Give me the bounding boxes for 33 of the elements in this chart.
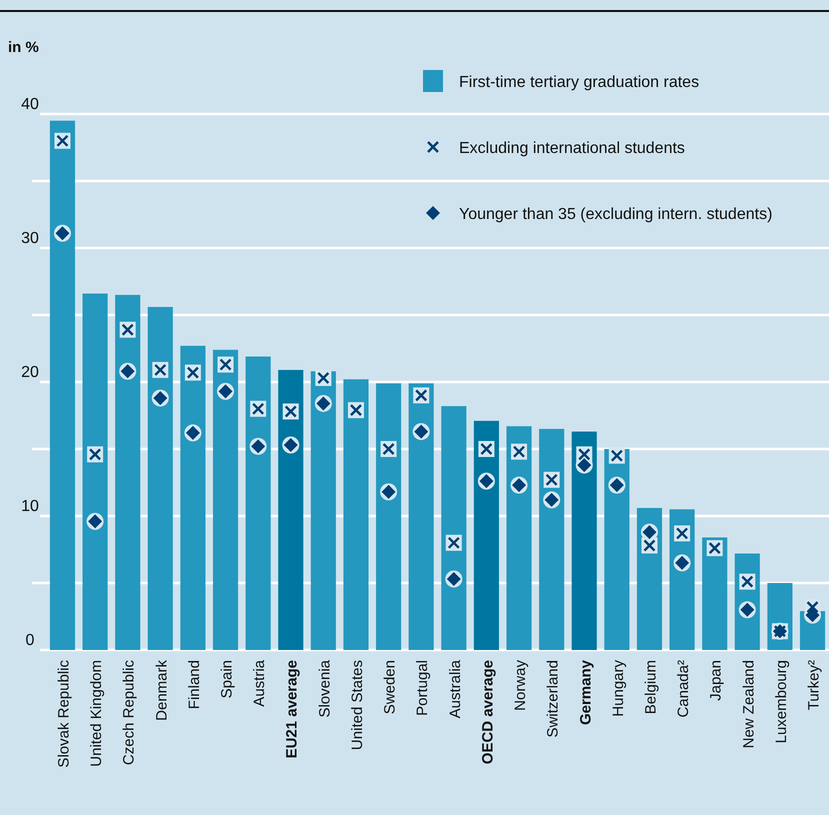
y-tick-label: 30 <box>21 230 39 247</box>
x-tick-label: Switzerland <box>544 660 562 738</box>
x-tick-label: United States <box>348 660 366 750</box>
x-tick-label: Austria <box>251 659 268 707</box>
y-tick-label: 0 <box>26 632 35 649</box>
x-tick-label: Portugal <box>414 660 432 716</box>
y-tick-label: 20 <box>21 364 39 381</box>
x-tick-label: Slovenia <box>316 659 334 718</box>
x-tick-label: United Kingdom <box>88 660 106 767</box>
x-tick-label: Slovak Republic <box>55 660 72 768</box>
x-tick-label: Australia <box>446 659 464 718</box>
legend-label: Excluding international students <box>459 140 685 157</box>
x-tick-label: EU21 average <box>284 660 301 758</box>
legend-label: First-time tertiary graduation rates <box>459 74 700 91</box>
x-tick-label: OECD average <box>479 660 496 764</box>
x-tick-label: Belgium <box>642 660 660 714</box>
x-tick-label: Denmark <box>153 660 170 721</box>
x-tick-label: New Zealand <box>740 660 758 748</box>
x-tick-label: Norway <box>512 660 530 711</box>
y-tick-label: 10 <box>21 498 39 515</box>
y-tick-label: 40 <box>21 96 39 113</box>
legend-label: Younger than 35 (excluding intern. students) <box>459 206 772 223</box>
x-tick-label: Spain <box>218 660 236 698</box>
x-tick-label: Hungary <box>610 660 627 717</box>
y-axis-title: in % <box>8 39 39 56</box>
x-tick-label: Germany <box>577 659 594 726</box>
x-tick-label: Czech Republic <box>120 660 138 766</box>
x-tick-label: Luxembourg <box>772 660 790 744</box>
x-tick-label: Turkey² <box>806 660 823 710</box>
x-tick-label: Sweden <box>382 660 399 714</box>
x-tick-label: Japan <box>708 660 725 701</box>
x-tick-label: Finland <box>186 660 203 710</box>
x-tick-label: Canada² <box>675 660 692 718</box>
